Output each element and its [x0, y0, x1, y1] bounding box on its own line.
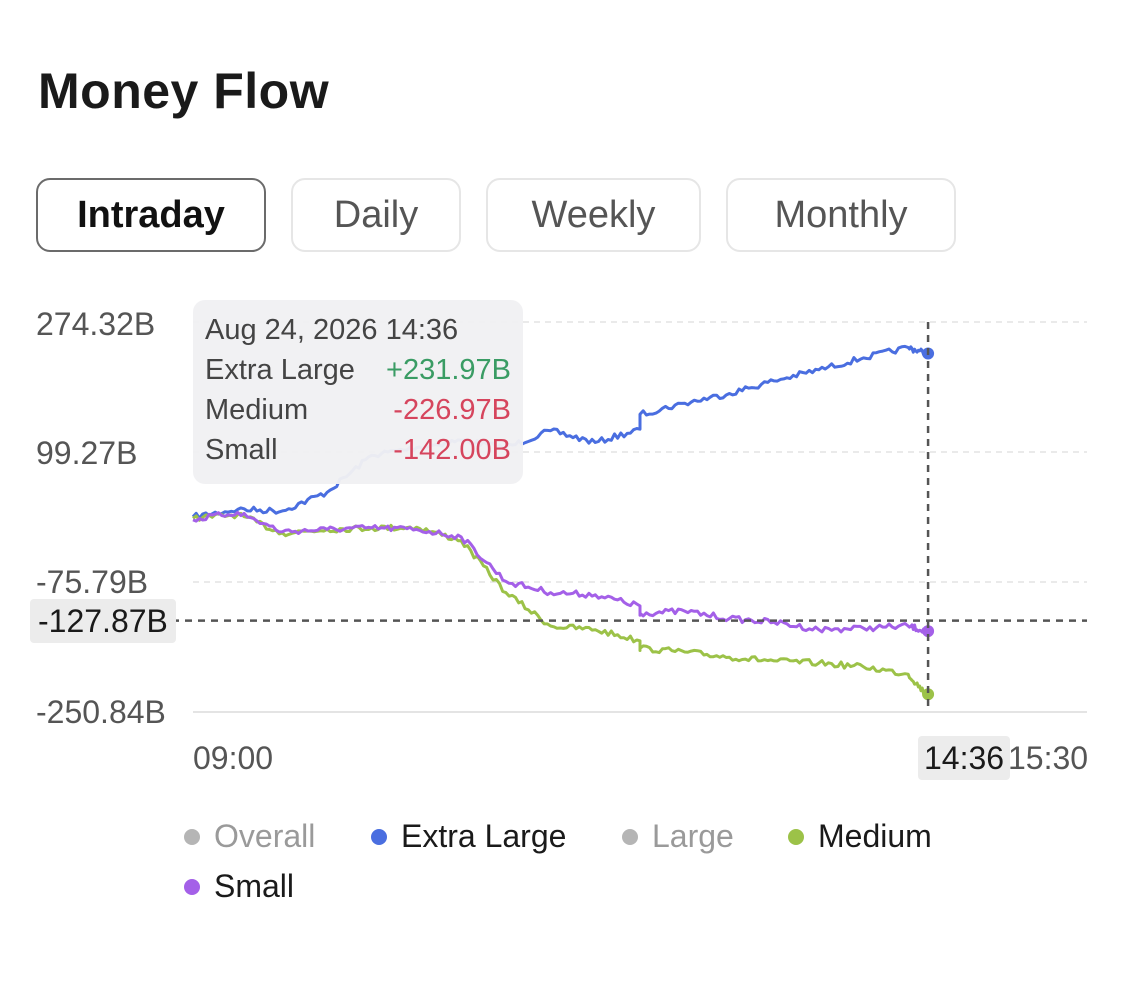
x-tick-label: 09:00 — [193, 740, 274, 776]
legend-item-small[interactable]: Small — [184, 868, 294, 905]
tooltip-label: Medium — [205, 394, 309, 426]
y-tick-label: 274.32B — [36, 306, 156, 342]
chart-tooltip: Aug 24, 2026 14:36 Extra Large +231.97B … — [193, 300, 523, 484]
legend-dot-icon — [184, 878, 200, 895]
legend-dot-icon — [622, 828, 638, 845]
tooltip-label: Extra Large — [205, 354, 355, 386]
legend-dot-icon — [788, 828, 804, 845]
tab-intraday[interactable]: Intraday — [36, 178, 266, 252]
tooltip-row: Medium -226.97B — [205, 394, 511, 434]
tooltip-value: +231.97B — [386, 354, 511, 386]
tooltip-value: -226.97B — [393, 394, 511, 426]
tooltip-row: Small -142.00B — [205, 434, 511, 474]
y-tick-label: -75.79B — [36, 564, 149, 600]
legend-label: Large — [652, 818, 734, 854]
tab-monthly[interactable]: Monthly — [726, 178, 956, 252]
tab-daily[interactable]: Daily — [291, 178, 461, 252]
tab-weekly[interactable]: Weekly — [486, 178, 701, 252]
series-end-point — [922, 625, 935, 638]
legend-item-large[interactable]: Large — [622, 818, 734, 855]
page-title: Money Flow — [38, 63, 330, 119]
legend-item-overall[interactable]: Overall — [184, 818, 315, 855]
legend-label: Overall — [214, 818, 316, 854]
legend-dot-icon — [184, 828, 200, 845]
y-tick-label: 99.27B — [36, 435, 138, 471]
legend-item-medium[interactable]: Medium — [788, 818, 932, 855]
series-line-small — [192, 510, 927, 634]
crosshair-x-value: 14:36 — [918, 736, 1011, 780]
tooltip-value: -142.00B — [393, 434, 511, 466]
legend-label: Medium — [818, 818, 932, 854]
tooltip-row: Extra Large +231.97B — [205, 354, 511, 394]
legend-dot-icon — [371, 828, 387, 845]
y-tick-label: -250.84B — [36, 694, 166, 730]
legend-label: Extra Large — [401, 818, 567, 854]
tooltip-label: Small — [205, 434, 278, 466]
crosshair-y-value: -127.87B — [30, 599, 176, 643]
legend-label: Small — [214, 868, 295, 904]
tooltip-date: Aug 24, 2026 14:36 — [205, 314, 459, 346]
series-end-point — [922, 688, 935, 701]
series-line-extra-large — [191, 344, 928, 520]
legend-item-extra-large[interactable]: Extra Large — [371, 818, 566, 855]
x-tick-label: 15:30 — [1008, 740, 1089, 776]
series-line-medium — [192, 511, 927, 696]
